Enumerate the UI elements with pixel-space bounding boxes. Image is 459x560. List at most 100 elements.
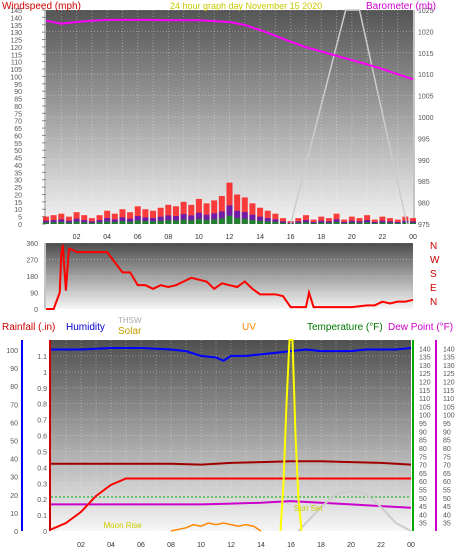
chart3-left-tick-label: 0.4: [37, 465, 47, 472]
chart1-right-tick-label: 995: [418, 136, 430, 143]
windspeed-bar: [241, 197, 248, 224]
chart3-outer-tick-label: 60: [10, 420, 18, 427]
windspeed-bar: [203, 203, 210, 224]
windspeed-low-bar: [272, 221, 279, 224]
chart1-x-tick-label: 16: [287, 234, 295, 241]
windspeed-avg-bar: [73, 218, 80, 224]
chart1-x-tick-label: 18: [317, 234, 325, 241]
windspeed-avg-bar: [333, 219, 340, 224]
windspeed-low-bar: [280, 222, 287, 224]
windspeed-bar: [295, 218, 302, 224]
windspeed-avg-bar: [264, 218, 271, 224]
windspeed-low-bar: [241, 218, 248, 224]
chart3-right-tick-label: 75: [419, 454, 427, 461]
chart3-right-tick-label: 130: [419, 363, 431, 370]
chart1-x-tick-label: 02: [73, 234, 81, 241]
chart3-x-tick-label: 06: [137, 542, 145, 549]
windspeed-low-bar: [325, 222, 332, 224]
chart1-x-tick-label: 20: [348, 234, 356, 241]
chart3-left-tick-label: 0: [43, 529, 47, 536]
windspeed-low-bar: [142, 221, 149, 224]
windspeed-bar: [325, 218, 332, 224]
chart3-right-outer-tick-label: 45: [443, 504, 451, 511]
legend-temperature: Temperature (°F): [307, 322, 383, 333]
windspeed-avg-bar: [180, 214, 187, 224]
chart3-x-tick-label: 20: [347, 542, 355, 549]
chart3-right-tick-label: 120: [419, 380, 431, 387]
chart1-x-tick-label: 12: [226, 234, 234, 241]
windspeed-bar: [333, 213, 340, 224]
windspeed-bar: [341, 219, 348, 224]
windspeed-low-bar: [104, 221, 111, 224]
windspeed-bar: [150, 210, 157, 224]
chart3-outer-tick-label: 70: [10, 402, 18, 409]
windspeed-bar: [127, 212, 134, 224]
chart1-right-tick-label: 990: [418, 158, 430, 165]
windspeed-avg-bar: [96, 220, 103, 224]
windspeed-bar: [264, 210, 271, 224]
legend-uv: UV: [242, 322, 256, 333]
windspeed-bar: [104, 210, 111, 224]
chart1-left-tick-label: 65: [14, 126, 22, 133]
chart3-left-tick-label: 0.5: [37, 449, 47, 456]
chart2-compass-label: N: [430, 297, 437, 308]
chart1-right-tick-label: 1025: [418, 8, 434, 15]
chart1-x-tick-label: 22: [379, 234, 387, 241]
windspeed-low-bar: [257, 220, 264, 224]
windspeed-avg-bar: [211, 213, 218, 224]
chart3-right-tick-label: 125: [419, 371, 431, 378]
chart3-right-tick-label: 85: [419, 438, 427, 445]
chart3-right-tick-label: 105: [419, 404, 431, 411]
windspeed-avg-bar: [272, 219, 279, 224]
windspeed-bar: [88, 218, 95, 224]
windspeed-bar: [165, 204, 172, 224]
windspeed-avg-bar: [295, 221, 302, 224]
windspeed-avg-bar: [318, 220, 325, 224]
chart3-left-tick-label: 0.1: [37, 513, 47, 520]
chart3-x-tick-label: 14: [257, 542, 265, 549]
windspeed-avg-bar: [371, 222, 378, 224]
windspeed-bar: [119, 209, 126, 224]
chart1-right-axis-title: Barometer (mb): [366, 1, 436, 12]
chart1-left-tick-label: 125: [10, 38, 22, 45]
chart3-right-outer-tick-label: 140: [443, 346, 455, 353]
legend-solar: Solar: [118, 326, 142, 337]
chart3-right-outer-tick-label: 95: [443, 421, 451, 428]
windspeed-low-bar: [356, 222, 363, 224]
chart3-right-tick-label: 140: [419, 346, 431, 353]
windspeed-bar: [379, 216, 386, 224]
chart1-left-tick-label: 130: [10, 30, 22, 37]
windspeed-low-bar: [333, 221, 340, 224]
chart1-left-tick-label: 20: [14, 192, 22, 199]
chart1-left-tick-label: 50: [14, 148, 22, 155]
windspeed-avg-bar: [325, 221, 332, 224]
windspeed-avg-bar: [364, 220, 371, 224]
chart3-right-tick-label: 135: [419, 355, 431, 362]
chart1-left-tick-label: 25: [14, 185, 22, 192]
chart2-left-tick-label: 0: [34, 307, 38, 314]
chart3-right-outer-tick-label: 35: [443, 521, 451, 528]
chart1-left-tick-label: 145: [10, 8, 22, 15]
chart3-right-tick-label: 65: [419, 471, 427, 478]
windspeed-low-bar: [58, 221, 65, 224]
chart3-x-tick-label: 12: [227, 542, 235, 549]
chart3-x-tick-label: 08: [167, 542, 175, 549]
windspeed-bar: [394, 219, 401, 224]
windspeed-bar: [310, 219, 317, 224]
windspeed-low-bar: [96, 222, 103, 224]
windspeed-bar: [356, 218, 363, 224]
chart3-left-tick-label: 0.2: [37, 497, 47, 504]
windspeed-avg-bar: [356, 221, 363, 224]
chart3-left-tick-label: 1: [43, 370, 47, 377]
windspeed-bar: [211, 200, 218, 224]
windspeed-avg-bar: [50, 220, 57, 224]
legend-humidity: Humidity: [66, 322, 105, 333]
windspeed-bar: [272, 213, 279, 224]
moon-rise-annotation: Moon Rise: [104, 521, 143, 530]
windspeed-bar: [188, 204, 195, 224]
uv-line: [170, 522, 262, 532]
chart1-x-tick-label: 14: [256, 234, 264, 241]
windspeed-bar: [257, 207, 264, 224]
windspeed-low-bar: [81, 222, 88, 224]
